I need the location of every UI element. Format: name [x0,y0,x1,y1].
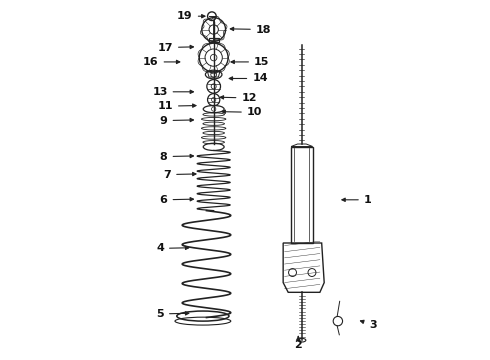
Text: 16: 16 [143,57,180,67]
Text: 15: 15 [231,57,270,67]
Text: 5: 5 [156,309,189,319]
Text: 13: 13 [152,87,194,97]
Text: 8: 8 [160,152,194,162]
Text: 10: 10 [222,107,262,117]
Text: 12: 12 [220,93,257,103]
Text: 4: 4 [156,243,189,253]
Text: 7: 7 [164,170,196,180]
Text: 2: 2 [294,337,302,350]
Text: 9: 9 [160,116,194,126]
Text: 17: 17 [157,42,194,53]
Text: 11: 11 [157,101,196,111]
Text: 19: 19 [177,11,205,21]
Text: 3: 3 [361,320,377,330]
Bar [209,38,219,42]
Text: 1: 1 [342,195,371,205]
Text: 18: 18 [230,24,271,35]
Bar [291,147,313,243]
Text: 6: 6 [160,195,194,205]
Text: 14: 14 [229,73,268,84]
